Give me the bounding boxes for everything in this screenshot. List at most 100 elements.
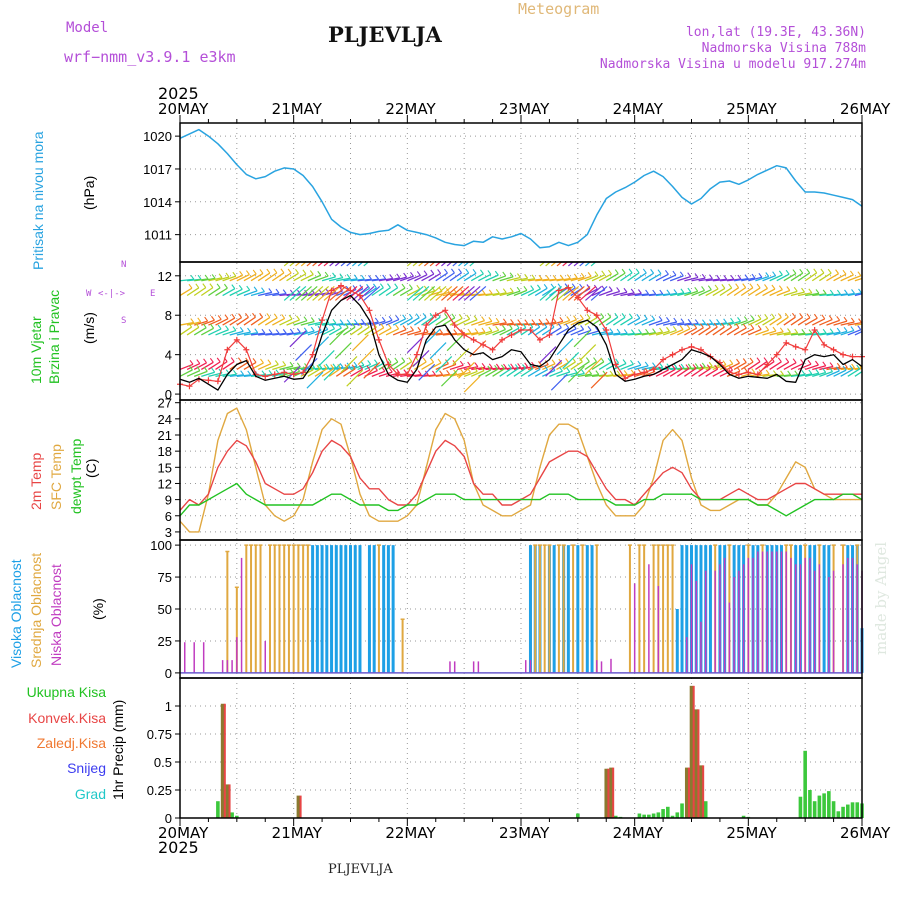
wind-barb xyxy=(755,361,768,370)
wind-barb xyxy=(286,366,301,371)
top-day-label: 24MAY xyxy=(612,100,663,118)
wind-barb xyxy=(186,362,201,371)
wind-barb xyxy=(549,370,563,377)
wind-barb-flag xyxy=(247,327,251,333)
wind-barb-flag xyxy=(765,325,770,331)
lonlat-label: lon,lat (19.3E, 43.36N) xyxy=(685,25,866,40)
wind-barb xyxy=(378,287,391,297)
wind-barb xyxy=(605,272,619,282)
wind-barb-flag xyxy=(337,323,342,329)
wind-barb-strong xyxy=(346,262,353,267)
wind-barb xyxy=(257,272,271,282)
wind-barb xyxy=(286,293,301,297)
wind-gust-marker xyxy=(233,336,240,343)
wind-barb xyxy=(378,277,393,282)
wind-barb xyxy=(769,361,782,370)
wind-barb xyxy=(606,332,621,336)
wind-barb-group xyxy=(180,262,875,393)
wind-barb xyxy=(762,330,777,336)
wind-barb-flag xyxy=(416,284,421,290)
precip-y-tick-label: 0.5 xyxy=(154,755,172,770)
wind-barb-flag xyxy=(536,322,541,328)
wind-barb-flag xyxy=(237,357,242,362)
wind-barb-flag xyxy=(303,327,308,333)
wind-barb-strong xyxy=(357,262,364,267)
wind-barb xyxy=(258,332,273,336)
wind-gust-marker xyxy=(612,361,619,368)
wind-barb-flag xyxy=(764,313,769,319)
wind-barb-flag xyxy=(422,313,427,318)
wind-barb-flag xyxy=(367,360,372,365)
wind-barb xyxy=(527,368,541,377)
wind-barb-flag xyxy=(466,314,471,320)
wind-barb-flag xyxy=(507,364,512,369)
wind-barb xyxy=(612,316,626,326)
wind-barb-flag xyxy=(395,315,400,320)
station-title: PLJEVLJA xyxy=(328,22,442,47)
wind-barb-strong xyxy=(458,285,475,301)
year-top: 2025 xyxy=(158,84,199,103)
wind-barb-flag xyxy=(223,283,228,289)
precip-total-bar xyxy=(798,796,803,818)
wind-barb xyxy=(392,287,406,297)
wind-barb xyxy=(250,332,266,336)
precip-total-bar xyxy=(670,815,675,818)
wind-barb xyxy=(691,277,706,282)
wind-barb xyxy=(783,290,798,297)
wind-barb xyxy=(826,370,840,377)
wind-barb-strong xyxy=(357,285,375,301)
wind-barb-strong xyxy=(323,262,330,267)
wind-barb-flag xyxy=(652,289,657,295)
wind-barb xyxy=(343,278,358,282)
wind-barb xyxy=(286,331,301,336)
wind-gust-marker xyxy=(840,351,847,358)
wind-barb xyxy=(804,317,818,326)
wind-gust-marker xyxy=(697,346,704,353)
wind-barb-flag xyxy=(701,319,706,325)
wind-barb xyxy=(286,272,299,282)
wind-barb xyxy=(826,331,841,336)
wind-barb-flag xyxy=(203,358,207,364)
wind-barb-strong xyxy=(573,330,591,348)
wind-barb-flag xyxy=(430,269,435,275)
wind-barb-strong xyxy=(352,262,358,267)
wind-barb-flag xyxy=(722,360,727,365)
wind-barb-flag xyxy=(417,326,422,332)
wind-barb xyxy=(180,363,194,371)
wind-barb xyxy=(641,319,655,326)
wind-barb-strong xyxy=(312,285,330,301)
wind-barb-flag xyxy=(268,329,273,334)
wind-barb xyxy=(584,317,598,326)
wind-barb-flag xyxy=(210,323,215,329)
wind-barb-flag xyxy=(531,274,536,280)
wind-barb-flag xyxy=(872,287,875,291)
wind-barb xyxy=(215,276,230,282)
wind-barb xyxy=(613,362,627,371)
wind-barb-flag xyxy=(692,364,697,369)
wind-barb xyxy=(755,317,769,326)
precip-total-bar xyxy=(647,814,651,818)
wind-barb-strong xyxy=(418,262,425,267)
wind-barb-flag xyxy=(765,369,770,375)
wind-barb xyxy=(641,272,654,282)
wind-barb xyxy=(790,316,803,326)
wind-barb-flag xyxy=(735,323,740,328)
wind-barb-flag xyxy=(410,271,414,277)
precip-total-bar xyxy=(836,811,841,818)
wind-barb-strong xyxy=(562,352,580,369)
wind-barb xyxy=(812,293,827,297)
wind-barb xyxy=(861,280,862,281)
wind-barb xyxy=(492,275,506,282)
wind-barb-flag xyxy=(744,274,749,279)
wind-barb xyxy=(570,328,584,336)
wind-barb-flag xyxy=(316,364,321,370)
wind-barb-flag xyxy=(254,328,259,334)
wind-barb-flag xyxy=(211,315,215,321)
wind-barb xyxy=(833,320,848,326)
wind-barb xyxy=(250,374,266,377)
wind-barb-flag xyxy=(495,325,500,331)
bottom-day-label: 24MAY xyxy=(612,824,663,842)
precip-total-bar xyxy=(841,806,845,818)
pressure-y-tick-label: 1014 xyxy=(143,195,172,210)
wind-barb-flag xyxy=(707,285,712,290)
